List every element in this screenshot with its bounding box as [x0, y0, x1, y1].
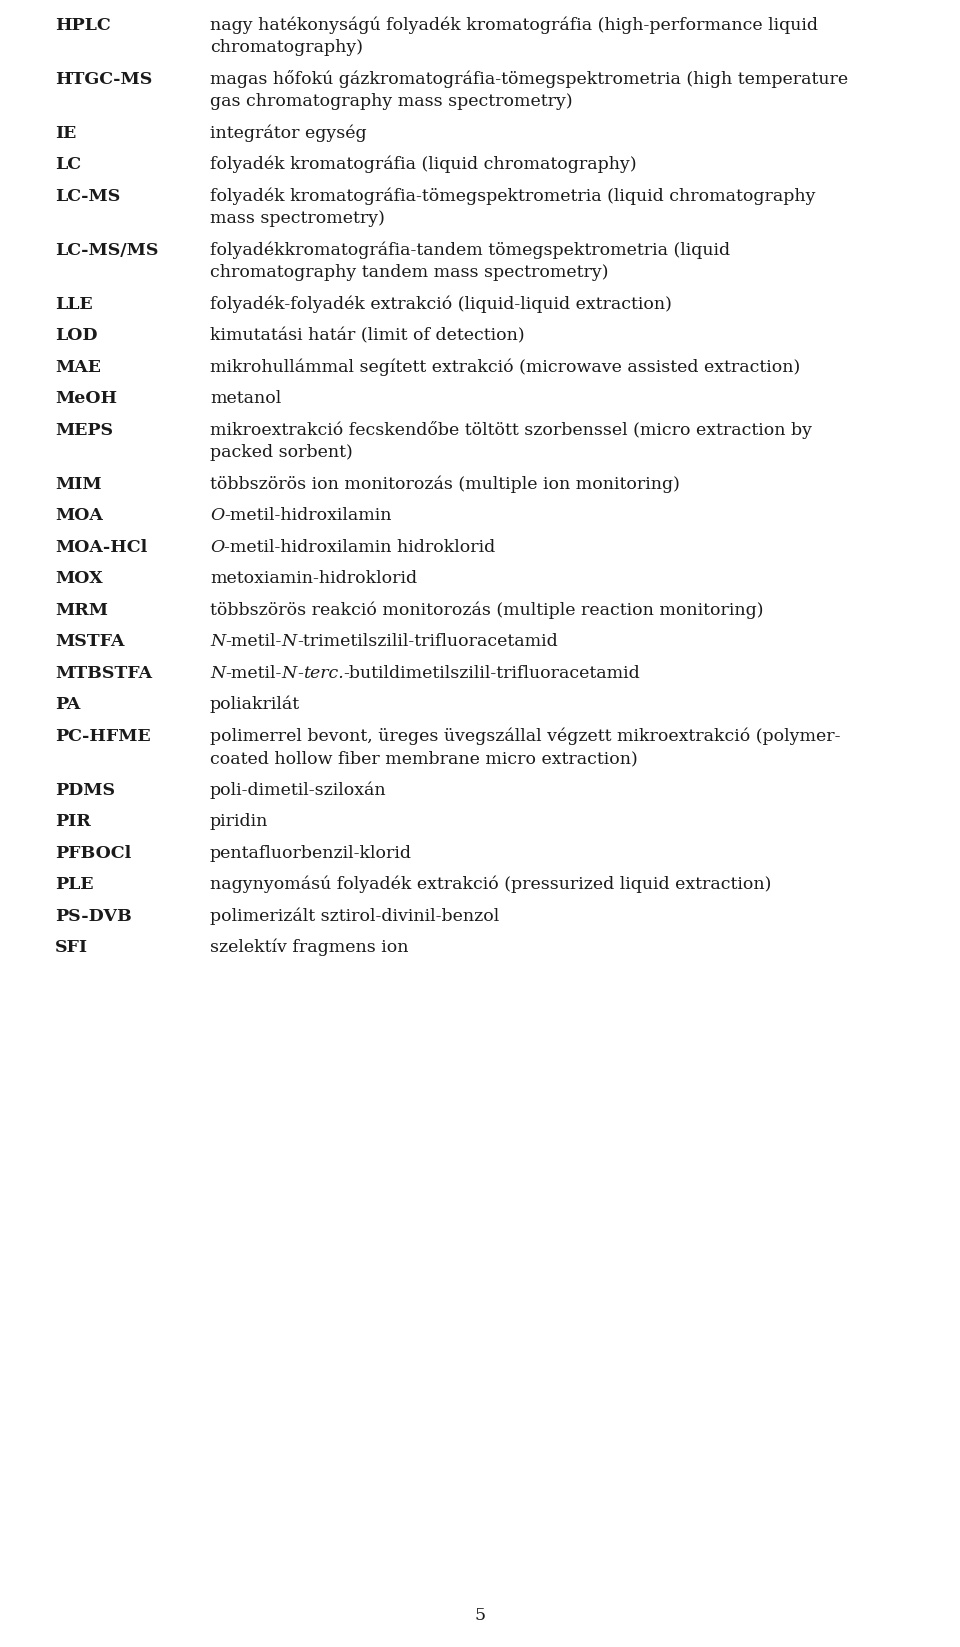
Text: mass spectrometry): mass spectrometry) — [210, 211, 385, 227]
Text: MSTFA: MSTFA — [55, 634, 125, 651]
Text: MOA-HCl: MOA-HCl — [55, 539, 147, 557]
Text: polimerizált sztirol-divinil-benzol: polimerizált sztirol-divinil-benzol — [210, 907, 499, 926]
Text: magas hőfokú gázkromatográfia-tömegspektrometria (high temperature: magas hőfokú gázkromatográfia-tömegspekt… — [210, 71, 848, 87]
Text: MIM: MIM — [55, 476, 102, 492]
Text: folyadékkromatográfia-tandem tömegspektrometria (liquid: folyadékkromatográfia-tandem tömegspektr… — [210, 242, 731, 259]
Text: PA: PA — [55, 697, 81, 713]
Text: integrátor egység: integrátor egység — [210, 125, 367, 142]
Text: -metil-: -metil- — [226, 665, 281, 682]
Text: -metil-hidroxilamin: -metil-hidroxilamin — [225, 507, 392, 524]
Text: poliakrilát: poliakrilát — [210, 697, 300, 713]
Text: coated hollow fiber membrane micro extraction): coated hollow fiber membrane micro extra… — [210, 751, 637, 768]
Text: mikrohullámmal segített extrakció (microwave assisted extraction): mikrohullámmal segített extrakció (micro… — [210, 359, 801, 376]
Text: MOX: MOX — [55, 570, 103, 588]
Text: MEPS: MEPS — [55, 422, 113, 440]
Text: MRM: MRM — [55, 603, 108, 619]
Text: többszörös reakció monitorozás (multiple reaction monitoring): többszörös reakció monitorozás (multiple… — [210, 601, 763, 619]
Text: N: N — [281, 634, 297, 651]
Text: folyadék-folyadék extrakció (liquid-liquid extraction): folyadék-folyadék extrakció (liquid-liqu… — [210, 295, 672, 313]
Text: metoxiamin-hidroklorid: metoxiamin-hidroklorid — [210, 570, 418, 588]
Text: piridin: piridin — [210, 814, 269, 830]
Text: terc.: terc. — [302, 665, 344, 682]
Text: -butildimetilszilil-trifluoracetamid: -butildimetilszilil-trifluoracetamid — [344, 665, 640, 682]
Text: O: O — [210, 539, 225, 557]
Text: poli-dimetil-sziloxán: poli-dimetil-sziloxán — [210, 781, 387, 799]
Text: IE: IE — [55, 125, 76, 142]
Text: LC: LC — [55, 156, 82, 173]
Text: PDMS: PDMS — [55, 782, 115, 799]
Text: kimutatási határ (limit of detection): kimutatási határ (limit of detection) — [210, 328, 524, 344]
Text: PS-DVB: PS-DVB — [55, 907, 132, 926]
Text: LC-MS/MS: LC-MS/MS — [55, 242, 158, 259]
Text: polimerrel bevont, üreges üvegszállal végzett mikroextrakció (polymer-: polimerrel bevont, üreges üvegszállal vé… — [210, 728, 841, 744]
Text: nagynyomású folyadék extrakció (pressurized liquid extraction): nagynyomású folyadék extrakció (pressuri… — [210, 876, 772, 894]
Text: MTBSTFA: MTBSTFA — [55, 665, 152, 682]
Text: -metil-: -metil- — [226, 634, 281, 651]
Text: nagy hatékonyságú folyadék kromatográfia (high-performance liquid: nagy hatékonyságú folyadék kromatográfia… — [210, 16, 818, 35]
Text: LLE: LLE — [55, 296, 92, 313]
Text: chromatography): chromatography) — [210, 40, 363, 56]
Text: -: - — [297, 665, 302, 682]
Text: mikroextrakció fecskendőbe töltött szorbenssel (micro extraction by: mikroextrakció fecskendőbe töltött szorb… — [210, 422, 812, 440]
Text: metanol: metanol — [210, 390, 281, 407]
Text: HTGC-MS: HTGC-MS — [55, 71, 153, 87]
Text: MOA: MOA — [55, 507, 103, 524]
Text: MeOH: MeOH — [55, 390, 117, 407]
Text: O: O — [210, 507, 225, 524]
Text: -trimetilszilil-trifluoracetamid: -trimetilszilil-trifluoracetamid — [297, 634, 558, 651]
Text: folyadék kromatográfia-tömegspektrometria (liquid chromatography: folyadék kromatográfia-tömegspektrometri… — [210, 188, 815, 204]
Text: HPLC: HPLC — [55, 16, 110, 35]
Text: chromatography tandem mass spectrometry): chromatography tandem mass spectrometry) — [210, 265, 609, 282]
Text: N: N — [210, 665, 226, 682]
Text: többszörös ion monitorozás (multiple ion monitoring): többszörös ion monitorozás (multiple ion… — [210, 476, 680, 492]
Text: packed sorbent): packed sorbent) — [210, 445, 352, 461]
Text: PC-HFME: PC-HFME — [55, 728, 151, 744]
Text: N: N — [210, 634, 226, 651]
Text: N: N — [281, 665, 297, 682]
Text: LOD: LOD — [55, 328, 98, 344]
Text: szelektív fragmens ion: szelektív fragmens ion — [210, 939, 409, 957]
Text: PFBOCl: PFBOCl — [55, 845, 132, 861]
Text: LC-MS: LC-MS — [55, 188, 120, 204]
Text: -metil-hidroxilamin hidroklorid: -metil-hidroxilamin hidroklorid — [225, 539, 495, 557]
Text: gas chromatography mass spectrometry): gas chromatography mass spectrometry) — [210, 94, 572, 110]
Text: pentafluorbenzil-klorid: pentafluorbenzil-klorid — [210, 845, 412, 861]
Text: MAE: MAE — [55, 359, 101, 376]
Text: 5: 5 — [474, 1606, 486, 1624]
Text: folyadék kromatográfia (liquid chromatography): folyadék kromatográfia (liquid chromatog… — [210, 156, 636, 173]
Text: SFI: SFI — [55, 939, 88, 957]
Text: PLE: PLE — [55, 876, 93, 894]
Text: PIR: PIR — [55, 814, 91, 830]
